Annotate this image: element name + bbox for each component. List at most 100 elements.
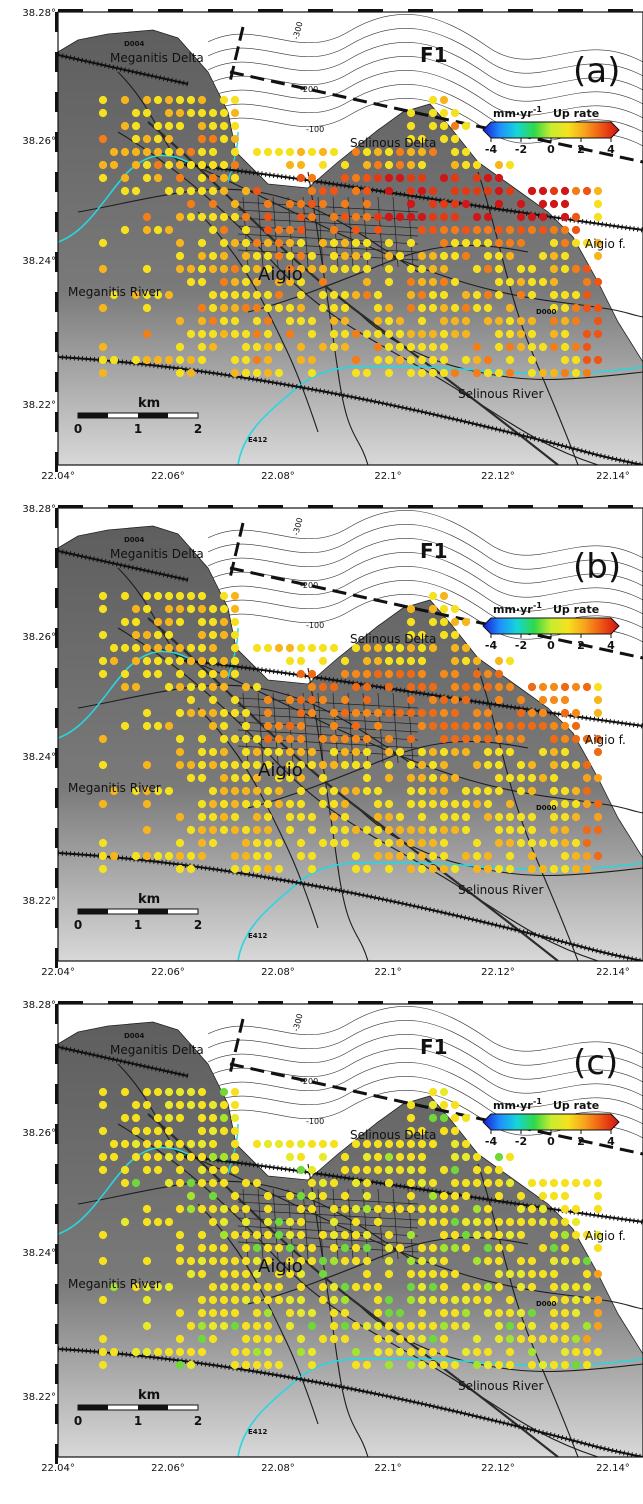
insar-point xyxy=(296,290,306,300)
insar-point xyxy=(296,277,306,287)
road xyxy=(247,244,529,313)
insar-point xyxy=(296,1204,306,1214)
insar-point xyxy=(241,747,251,757)
insar-point xyxy=(417,173,427,183)
insar-point xyxy=(439,303,449,313)
insar-point xyxy=(483,799,493,809)
insar-point xyxy=(175,604,185,614)
insar-point xyxy=(483,812,493,822)
insar-point xyxy=(329,264,339,274)
insar-point xyxy=(450,695,460,705)
colorbar-title: Up rate xyxy=(553,603,599,616)
insar-point xyxy=(395,1139,405,1149)
insar-point xyxy=(186,591,196,601)
insar-point xyxy=(439,591,449,601)
insar-point xyxy=(318,199,328,209)
colorbar-tick-label: -4 xyxy=(485,143,498,156)
insar-point xyxy=(219,1100,229,1110)
insar-point xyxy=(395,643,405,653)
insar-point xyxy=(329,1334,339,1344)
insar-point xyxy=(263,264,273,274)
insar-point xyxy=(395,212,405,222)
insar-point xyxy=(274,1334,284,1344)
insar-point xyxy=(384,329,394,339)
insar-point xyxy=(450,121,460,131)
insar-point xyxy=(285,316,295,326)
frame-tick-top xyxy=(58,9,83,12)
insar-point xyxy=(450,160,460,170)
insar-point xyxy=(208,1139,218,1149)
insar-point xyxy=(494,812,504,822)
insar-point xyxy=(197,708,207,718)
insar-point xyxy=(549,747,559,757)
insar-point xyxy=(351,760,361,770)
insar-point xyxy=(230,199,240,209)
insar-point xyxy=(450,1165,460,1175)
insar-point xyxy=(516,734,526,744)
insar-point xyxy=(208,303,218,313)
frame-tick-top xyxy=(608,1001,633,1004)
bathymetry-contour xyxy=(207,537,643,587)
insar-point xyxy=(329,1308,339,1318)
insar-point xyxy=(428,1178,438,1188)
insar-point xyxy=(208,121,218,131)
insar-point xyxy=(428,1282,438,1292)
insar-point xyxy=(175,1165,185,1175)
frame-tick-left xyxy=(55,1204,58,1224)
insar-point xyxy=(582,1347,592,1357)
insar-point xyxy=(219,290,229,300)
insar-point xyxy=(417,721,427,731)
insar-point xyxy=(560,747,570,757)
insar-point xyxy=(593,186,603,196)
insar-point xyxy=(362,695,372,705)
insar-point xyxy=(285,1243,295,1253)
insar-point xyxy=(175,316,185,326)
insar-point xyxy=(560,1321,570,1331)
insar-point xyxy=(406,329,416,339)
insar-point xyxy=(417,1308,427,1318)
insar-point xyxy=(175,1347,185,1357)
insar-point xyxy=(230,1230,240,1240)
insar-point xyxy=(560,1295,570,1305)
insar-point xyxy=(505,160,515,170)
insar-point xyxy=(483,1360,493,1370)
insar-point xyxy=(230,643,240,653)
insar-point xyxy=(329,1178,339,1188)
insar-point xyxy=(197,251,207,261)
insar-point xyxy=(351,708,361,718)
insar-point xyxy=(450,708,460,718)
insar-point xyxy=(197,95,207,105)
insar-point xyxy=(494,682,504,692)
insar-point xyxy=(384,1295,394,1305)
insar-point xyxy=(197,1243,207,1253)
insar-point xyxy=(197,1152,207,1162)
insar-point xyxy=(153,1165,163,1175)
insar-point xyxy=(516,773,526,783)
insar-point xyxy=(329,238,339,248)
insar-point xyxy=(241,838,251,848)
insar-point xyxy=(351,355,361,365)
insar-point xyxy=(208,134,218,144)
insar-point xyxy=(483,1178,493,1188)
insar-point xyxy=(406,277,416,287)
insar-point xyxy=(373,812,383,822)
town-label: Aigio xyxy=(258,1256,303,1277)
insar-point xyxy=(560,825,570,835)
insar-point xyxy=(142,264,152,274)
insar-point xyxy=(549,838,559,848)
insar-point xyxy=(428,355,438,365)
insar-point xyxy=(439,238,449,248)
insar-point xyxy=(483,1217,493,1227)
insar-point xyxy=(461,643,471,653)
insar-point xyxy=(560,251,570,261)
insar-point xyxy=(362,1256,372,1266)
insar-point xyxy=(373,1165,383,1175)
insar-point xyxy=(494,656,504,666)
insar-point xyxy=(120,173,130,183)
street xyxy=(302,196,309,268)
insar-point xyxy=(230,1126,240,1136)
insar-point xyxy=(582,342,592,352)
insar-point xyxy=(417,225,427,235)
insar-point xyxy=(307,747,317,757)
